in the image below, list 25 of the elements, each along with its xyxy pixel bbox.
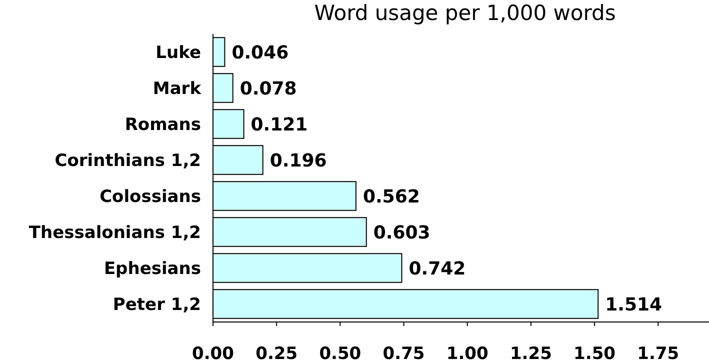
x-tick-label: 1.25 [510,344,552,363]
data-label: 0.742 [408,258,466,280]
x-tick-label: 0.50 [319,344,362,363]
x-tick-label: 0.25 [256,344,298,363]
x-tick-label: 1.50 [574,344,616,363]
y-tick-label: Luke [156,42,201,63]
data-label: 0.603 [373,222,430,244]
data-label: 0.121 [250,114,308,136]
y-tick-label: Corinthians 1,2 [54,150,201,171]
y-tick-label: Mark [152,78,202,99]
y-tick-label: Ephesians [104,258,201,279]
x-tick-label: 0.00 [192,344,234,363]
x-tick-label: 1.00 [446,344,488,363]
data-label: 0.196 [270,150,327,172]
y-tick-label: Romans [124,114,201,135]
y-tick-label: Colossians [100,186,201,207]
data-label: 0.562 [362,186,420,208]
x-tick-label: 1.75 [637,344,680,363]
data-label: 0.078 [240,78,297,100]
y-tick-label: Thessalonians 1,2 [28,222,201,243]
data-label: 1.514 [605,294,662,316]
x-tick-label: 0.75 [382,344,425,363]
chart-title: Word usage per 1,000 words [314,1,616,25]
y-tick-label: Peter 1,2 [112,294,201,315]
data-label: 0.046 [232,42,289,64]
